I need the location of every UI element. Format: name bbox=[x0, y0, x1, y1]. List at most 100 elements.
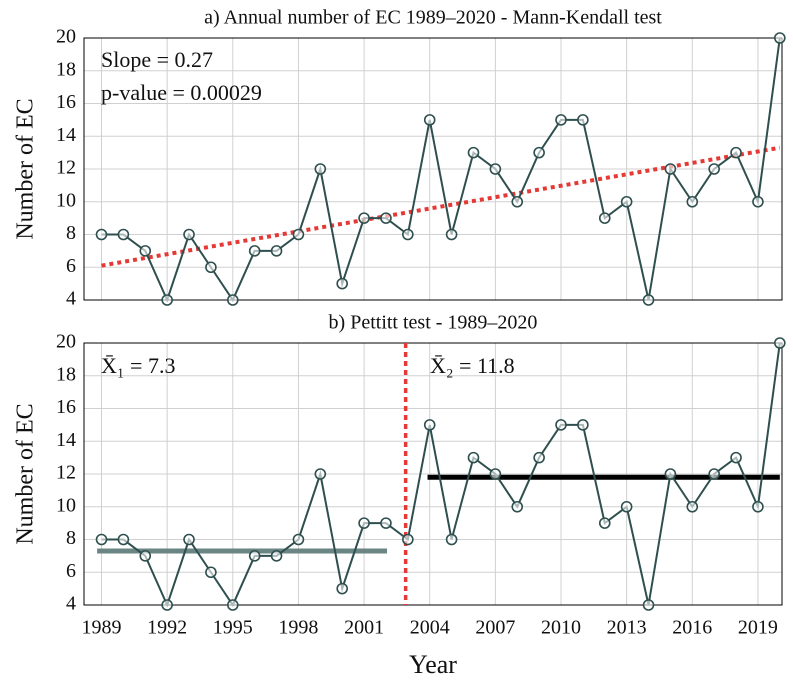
y-axis-label: Number of EC bbox=[13, 98, 39, 239]
data-point bbox=[752, 195, 764, 208]
y-tick-label: 14 bbox=[56, 124, 76, 146]
data-point bbox=[402, 228, 414, 241]
y-tick-label: 8 bbox=[66, 222, 76, 244]
y-tick-label: 4 bbox=[66, 593, 76, 615]
panel-title: a) Annual number of EC 1989–2020 - Mann-… bbox=[204, 7, 662, 29]
annotation: Slope = 0.27 bbox=[101, 47, 213, 72]
data-point bbox=[511, 195, 524, 208]
x-axis-label: Year bbox=[409, 650, 457, 679]
series-line bbox=[101, 37, 781, 303]
data-point bbox=[358, 517, 370, 529]
data-point bbox=[620, 500, 633, 513]
panel-title: b) Pettitt test - 1989–2020 bbox=[329, 312, 538, 334]
data-point bbox=[95, 533, 108, 546]
data-point bbox=[467, 146, 480, 159]
y-tick-label: 14 bbox=[56, 429, 76, 451]
data-point bbox=[533, 146, 545, 159]
data-point bbox=[183, 533, 195, 546]
data-point bbox=[686, 195, 699, 208]
data-point bbox=[577, 114, 589, 126]
data-point bbox=[117, 228, 130, 241]
y-tick-label: 16 bbox=[56, 396, 76, 418]
data-point bbox=[598, 212, 611, 224]
y-tick-label: 10 bbox=[56, 189, 76, 211]
data-point bbox=[314, 163, 327, 175]
data-point bbox=[205, 566, 217, 579]
y-tick-label: 20 bbox=[56, 331, 76, 353]
data-point bbox=[183, 228, 195, 241]
data-point bbox=[467, 451, 480, 464]
x-tick-label: 2001 bbox=[344, 617, 384, 639]
data-point bbox=[423, 419, 436, 431]
x-tick-label: 2013 bbox=[607, 617, 647, 639]
data-point bbox=[555, 114, 567, 126]
data-point bbox=[336, 582, 348, 595]
x-tick-label: 2004 bbox=[410, 617, 450, 639]
data-point bbox=[620, 195, 633, 208]
x-tick-label: 1989 bbox=[82, 617, 122, 639]
data-point bbox=[664, 163, 677, 175]
data-point bbox=[774, 337, 786, 349]
data-point bbox=[752, 500, 764, 513]
data-point bbox=[139, 245, 152, 257]
data-point bbox=[577, 419, 589, 431]
data-point bbox=[292, 533, 305, 546]
data-point bbox=[511, 500, 524, 513]
data-point bbox=[445, 228, 458, 241]
data-point bbox=[380, 212, 392, 224]
data-point bbox=[380, 517, 392, 529]
y-tick-label: 10 bbox=[56, 494, 76, 516]
y-tick-label: 20 bbox=[56, 26, 76, 48]
x-tick-label: 2007 bbox=[475, 617, 515, 639]
data-point bbox=[248, 550, 261, 562]
data-point bbox=[314, 468, 327, 480]
data-point bbox=[139, 550, 152, 562]
y-tick-label: 16 bbox=[56, 91, 76, 113]
data-point bbox=[402, 533, 414, 546]
data-point bbox=[730, 451, 742, 464]
y-tick-label: 4 bbox=[66, 288, 76, 310]
data-point bbox=[708, 468, 720, 480]
plot-frame bbox=[83, 37, 783, 301]
data-point bbox=[642, 294, 655, 306]
data-point bbox=[489, 468, 502, 480]
data-point bbox=[205, 261, 217, 274]
data-point bbox=[161, 294, 173, 306]
data-point bbox=[664, 468, 677, 480]
annotation: X̄₁ = 7.3 bbox=[101, 353, 175, 378]
annotation: p-value = 0.00029 bbox=[101, 80, 262, 105]
data-point bbox=[292, 228, 305, 241]
data-point bbox=[117, 533, 130, 546]
y-tick-label: 18 bbox=[56, 363, 76, 385]
y-tick-label: 18 bbox=[56, 58, 76, 80]
x-tick-label: 2019 bbox=[738, 617, 778, 639]
data-point bbox=[708, 163, 720, 175]
y-tick-label: 8 bbox=[66, 527, 76, 549]
plot-frame bbox=[83, 342, 783, 606]
x-tick-label: 2016 bbox=[672, 617, 712, 639]
y-tick-label: 6 bbox=[66, 255, 76, 277]
data-point bbox=[445, 533, 458, 546]
data-point bbox=[270, 245, 283, 257]
x-tick-label: 1995 bbox=[213, 617, 253, 639]
data-point bbox=[423, 114, 436, 126]
y-axis-label: Number of EC bbox=[13, 403, 39, 544]
data-point bbox=[774, 32, 786, 44]
data-point bbox=[270, 550, 283, 562]
trend-line bbox=[101, 145, 781, 268]
data-point bbox=[686, 500, 699, 513]
annotation: X̄₂ = 11.8 bbox=[430, 353, 515, 378]
y-tick-label: 6 bbox=[66, 560, 76, 582]
data-point bbox=[489, 163, 502, 175]
data-point bbox=[161, 599, 173, 611]
x-tick-label: 1992 bbox=[147, 617, 187, 639]
x-tick-label: 1998 bbox=[278, 617, 318, 639]
x-tick-label: 2010 bbox=[541, 617, 581, 639]
data-point bbox=[555, 419, 567, 431]
data-point bbox=[730, 146, 742, 159]
y-tick-label: 12 bbox=[56, 462, 76, 484]
data-point bbox=[95, 228, 108, 241]
data-point bbox=[642, 599, 655, 611]
data-point bbox=[598, 517, 611, 529]
